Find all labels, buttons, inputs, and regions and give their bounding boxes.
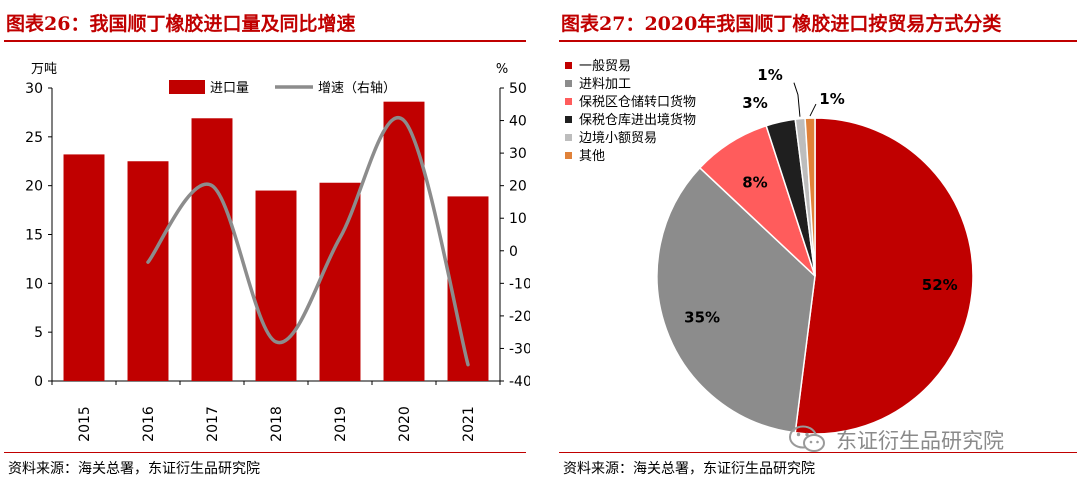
pie-value-label: 52% — [922, 276, 958, 294]
left-y-tick-label: 10 — [25, 276, 43, 292]
pie-legend-label: 其他 — [579, 149, 605, 164]
legend-bar-swatch — [169, 80, 205, 94]
legend-line-label: 增速（右轴） — [318, 81, 396, 96]
left-y-tick-label: 5 — [34, 325, 43, 341]
pie-legend-swatch — [565, 134, 572, 141]
left-source-rule — [4, 452, 526, 453]
x-tick-label: 2017 — [205, 406, 221, 442]
import-volume-panel: 图表26：我国顺丁橡胶进口量及同比增速 万吨% 0 5 10 15 20 25 30 -40 -3… — [0, 0, 530, 487]
left-y-tick-label: 15 — [25, 228, 43, 244]
left-y-tick-label: 25 — [25, 130, 43, 146]
x-tick-label: 2018 — [269, 406, 285, 442]
right-y-tick-label: 20 — [509, 179, 527, 195]
right-y-tick-label: 50 — [509, 81, 527, 97]
pie-legend-label: 保税区仓储转口货物 — [579, 94, 696, 110]
import-volume-bar — [319, 182, 361, 381]
wechat-icon — [789, 425, 825, 452]
pie-slice — [804, 117, 816, 277]
pie-legend-label: 一般贸易 — [579, 58, 631, 74]
pie-legend-swatch — [565, 116, 572, 123]
x-tick-label: 2020 — [397, 406, 413, 442]
pie-value-label: 1% — [819, 90, 844, 108]
right-title-rule — [559, 40, 1077, 42]
import-volume-chart: 万吨 % 0 5 10 15 20 25 30 -40 -30 -20 -10 0 10 20 30 40 50 20… — [25, 62, 530, 442]
pie-value-label: 1% — [757, 66, 782, 84]
right-y-tick-label: 10 — [509, 211, 527, 227]
x-tick-label: 2019 — [333, 406, 349, 442]
right-y-tick-label: 30 — [509, 146, 527, 162]
left-y-tick-label: 0 — [34, 374, 43, 390]
pie-legend-label: 边境小额贸易 — [579, 131, 657, 146]
import-volume-bar — [63, 154, 105, 381]
import-volume-bar — [447, 196, 489, 381]
pie-legend-label: 进料加工 — [579, 77, 631, 92]
left-y-tick-label: 30 — [25, 81, 43, 97]
left-title-rule — [4, 40, 526, 42]
right-source-rule — [559, 452, 1077, 453]
left-y-tick-label: 20 — [25, 179, 43, 195]
trade-mode-pie-chart: 52% 35% 8% 3% 1% 1% 一般贸易进料加工保税区仓储转口货物保税仓库进出境货物… — [565, 58, 974, 435]
import-volume-bar — [383, 101, 425, 381]
pie-leader-line — [809, 103, 817, 117]
legend-bar-label: 进口量 — [210, 81, 249, 96]
right-y-tick-label: -20 — [509, 309, 530, 325]
left-axis-unit: 万吨 — [31, 62, 57, 77]
import-volume-bar — [255, 190, 297, 381]
right-y-tick-label: -30 — [509, 341, 530, 357]
pie-slice — [656, 166, 816, 434]
right-chart-title: 图表27：2020年我国顺丁橡胶进口按贸易方式分类 — [561, 13, 1002, 35]
pie-value-label: 3% — [742, 94, 767, 112]
right-y-tick-label: -40 — [509, 374, 530, 390]
right-y-tick-label: 40 — [509, 114, 527, 130]
pie-legend-swatch — [565, 152, 572, 159]
pie-leader-line — [793, 82, 801, 117]
pie-legend-swatch — [565, 62, 572, 69]
import-volume-bar — [127, 161, 169, 381]
import-volume-bar — [191, 118, 233, 381]
left-chart-title: 图表26：我国顺丁橡胶进口量及同比增速 — [6, 13, 356, 35]
right-axis-unit: % — [496, 62, 508, 77]
right-y-tick-label: -10 — [509, 276, 530, 292]
x-tick-label: 2016 — [141, 406, 157, 442]
right-y-tick-label: 0 — [509, 244, 518, 260]
pie-legend-swatch — [565, 80, 572, 87]
watermark-text: 东证衍生品研究院 — [836, 429, 1004, 453]
right-source-text: 资料来源：海关总署，东证衍生品研究院 — [563, 461, 815, 477]
pie-legend-swatch — [565, 98, 572, 105]
growth-rate-line — [146, 116, 470, 367]
pie-value-label: 35% — [684, 309, 720, 327]
left-source-text: 资料来源：海关总署，东证衍生品研究院 — [8, 461, 260, 477]
x-tick-label: 2015 — [77, 406, 93, 442]
pie-slice — [794, 117, 974, 435]
trade-mode-panel: 图表27：2020年我国顺丁橡胶进口按贸易方式分类 52% 35% 8% 3% 1% 1%… — [555, 0, 1080, 487]
pie-legend-label: 保税仓库进出境货物 — [579, 112, 696, 128]
pie-value-label: 8% — [742, 173, 767, 191]
x-tick-label: 2021 — [461, 406, 477, 442]
